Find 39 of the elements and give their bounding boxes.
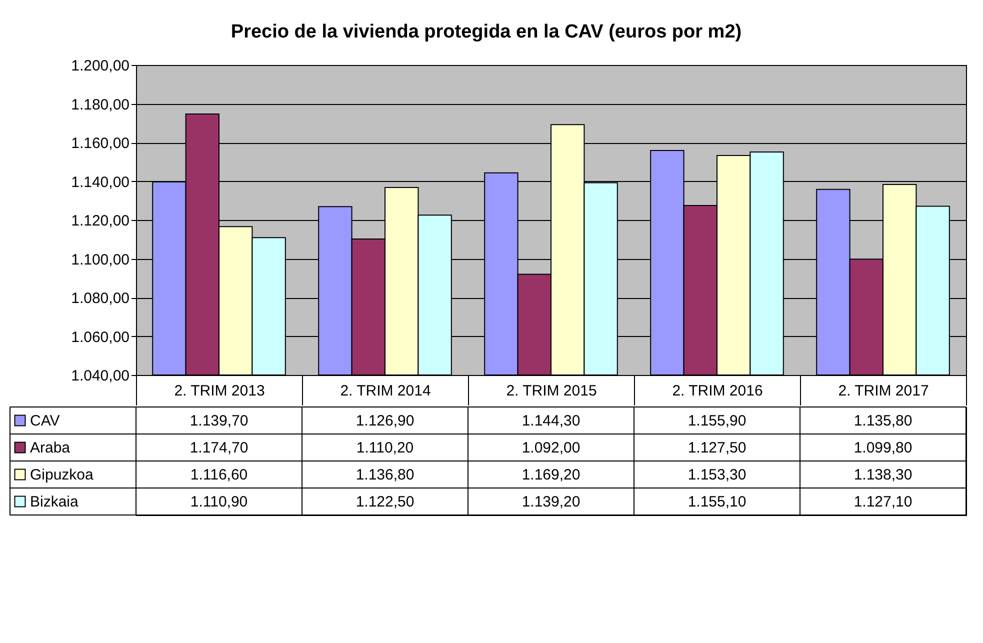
data-label: 1.139,20 [522,494,580,510]
y-tick-label: 1.040,00 [71,368,130,384]
y-tick-label: 1.140,00 [71,174,130,191]
data-label: 1.110,90 [190,494,248,510]
y-tick-label: 1.120,00 [71,212,130,230]
data-label: 1.136,80 [356,466,414,484]
x-tick-label: 2. TRIM 2017 [838,382,929,400]
data-label: 1.138,30 [854,466,912,484]
data-label: 1.092,00 [522,440,580,456]
legend-label: Bizkaia [30,494,80,510]
data-label: 1.116,60 [190,466,248,484]
data-label: 1.127,10 [854,494,912,510]
x-tick-label: 2. TRIM 2015 [506,382,597,400]
data-label: 1.139,70 [190,412,248,430]
legend-label: CAV [30,412,60,430]
data-label: 1.122,50 [356,494,414,510]
x-tick-label: 2. TRIM 2014 [340,382,431,400]
legend-label: Gipuzkoa [30,466,94,484]
data-label: 1.155,10 [688,494,746,510]
data-label: 1.126,90 [356,412,414,430]
data-label: 1.099,80 [854,440,912,456]
data-label: 1.127,50 [688,440,746,456]
data-label: 1.174,70 [190,440,248,456]
y-tick-label: 1.160,00 [71,135,130,152]
legend-label: Araba [30,440,71,456]
y-tick-label: 1.080,00 [71,290,130,307]
y-tick-label: 1.200,00 [71,58,130,74]
y-tick-label: 1.180,00 [71,96,130,114]
data-label: 1.144,30 [522,412,580,430]
y-tick-label: 1.100,00 [71,251,130,268]
data-label: 1.135,80 [854,412,912,430]
y-tick-label: 1.060,00 [71,328,130,346]
data-label: 1.155,90 [688,412,746,430]
data-label: 1.110,20 [356,440,414,456]
data-label: 1.153,30 [688,466,746,484]
x-tick-label: 2. TRIM 2016 [672,382,763,400]
x-tick-label: 2. TRIM 2013 [174,382,265,400]
chart-title: Precio de la vivienda protegida en la CAV (euros por m2) [230,22,742,42]
data-label: 1.169,20 [522,466,580,484]
